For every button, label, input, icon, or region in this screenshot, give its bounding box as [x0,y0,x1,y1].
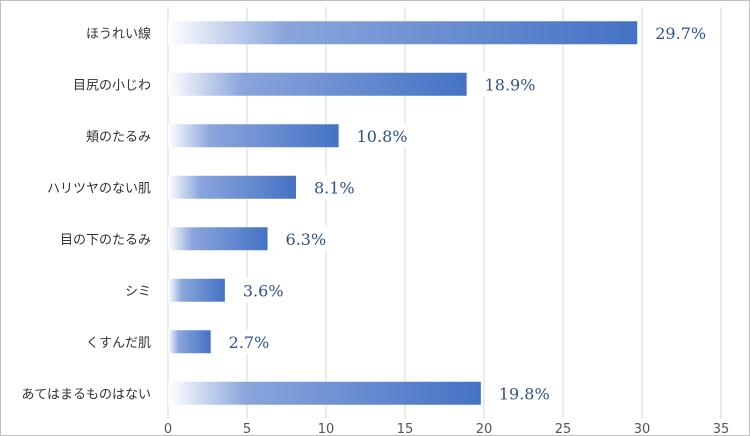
x-tick-label: 0 [164,422,172,435]
category-label: 目の下のたるみ [60,233,151,248]
bar [168,124,339,148]
data-label: 29.7% [655,24,706,43]
data-label: 19.8% [499,384,550,403]
data-label-background [649,20,716,45]
category-label: ハリツヤのない肌 [47,181,151,196]
bar [168,330,211,354]
x-tick-label: 5 [243,422,251,435]
category-label: シミ [125,284,151,299]
category-label: 頬のたるみ [86,130,151,145]
bar [168,175,296,199]
data-label: 8.1% [314,178,355,197]
bars: 29.7% 18.9% 10.8% 8.1% 6.3% 3.6% 2.7% 19.8% [168,20,716,406]
category-label: くすんだ肌 [86,336,151,351]
data-label-background [492,381,559,406]
data-label-background [279,226,346,251]
x-tick-label: 15 [397,422,414,435]
data-label: 2.7% [229,333,270,352]
x-tick-label: 30 [634,422,651,435]
bar [168,21,638,45]
bar [168,227,268,251]
data-label-background [478,72,545,97]
bar [168,381,481,405]
data-label-background [222,329,289,354]
data-label: 6.3% [286,230,327,249]
data-label: 10.8% [357,127,408,146]
x-tick-label: 10 [318,422,335,435]
category-label: 目尻の小じわ [73,78,151,93]
bar [168,278,225,302]
data-label-background [236,278,303,303]
gridlines [167,7,722,419]
category-label: ほうれい線 [86,26,151,42]
x-axis-tick-labels: 0 5 10 15 20 25 30 35 [164,422,729,435]
data-label-background [350,123,417,148]
x-tick-label: 25 [555,422,572,435]
x-tick-label: 35 [713,422,730,435]
data-label-background [307,175,374,200]
data-label: 3.6% [243,281,284,300]
bar [168,72,467,96]
category-label: あてはまるものはない [22,387,151,402]
x-tick-label: 20 [476,422,493,435]
data-label: 18.9% [485,75,536,94]
category-labels: ほうれい線目尻の小じわ頬のたるみハリツヤのない肌目の下のたるみシミくすんだ肌あて… [22,26,151,403]
